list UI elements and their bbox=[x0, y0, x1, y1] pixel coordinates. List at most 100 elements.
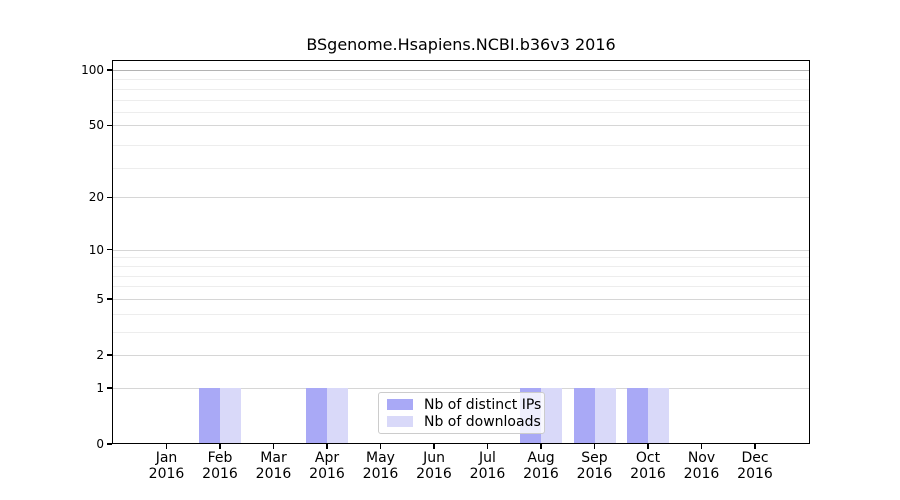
gridline-major bbox=[112, 387, 810, 389]
bar-distinct-ips-oct bbox=[627, 387, 648, 444]
bar-distinct-ips-apr bbox=[306, 387, 327, 444]
plot-area bbox=[112, 60, 810, 444]
x-tick-label-month: May bbox=[366, 450, 395, 466]
y-tick bbox=[107, 124, 112, 127]
x-tick-label-year: 2016 bbox=[630, 466, 666, 482]
y-tick-label: 5 bbox=[96, 291, 104, 306]
x-tick bbox=[272, 444, 275, 449]
x-tick-label-year: 2016 bbox=[683, 466, 720, 482]
gridline-minor bbox=[112, 266, 810, 267]
gridline-minor bbox=[112, 99, 810, 101]
y-tick-label: 100 bbox=[81, 63, 104, 77]
bar-distinct-ips-feb bbox=[199, 387, 220, 444]
bar-downloads-apr bbox=[327, 387, 348, 444]
gridline-minor bbox=[112, 168, 810, 170]
gridline-major bbox=[112, 125, 810, 127]
x-tick-label-month: Sep bbox=[581, 450, 608, 466]
x-tick-label: Aug 2016 bbox=[501, 450, 581, 482]
x-tick-label-year: 2016 bbox=[416, 466, 452, 482]
x-tick-label: Jun 2016 bbox=[394, 450, 474, 482]
x-tick-label: Jul 2016 bbox=[448, 450, 528, 482]
x-tick bbox=[326, 444, 328, 449]
gridline-major bbox=[112, 249, 810, 251]
y-tick bbox=[107, 248, 112, 251]
bar-downloads-sep bbox=[594, 387, 616, 444]
x-tick-label: Apr 2016 bbox=[287, 450, 367, 482]
legend-label: Nb of downloads bbox=[424, 413, 541, 430]
y-tick-label: 20 bbox=[88, 190, 104, 205]
y-tick bbox=[107, 387, 112, 389]
x-tick bbox=[540, 444, 542, 449]
y-tick bbox=[107, 443, 112, 445]
x-tick bbox=[647, 444, 649, 449]
x-tick-label: Jan 2016 bbox=[127, 450, 207, 482]
x-tick bbox=[379, 444, 382, 449]
y-tick-label: 0 bbox=[96, 437, 104, 451]
x-tick bbox=[486, 444, 489, 449]
x-tick-label-month: Apr bbox=[314, 450, 340, 466]
y-tick bbox=[107, 298, 112, 300]
legend-label: Nb of distinct IPs bbox=[424, 396, 542, 413]
gridline-major bbox=[112, 298, 810, 300]
x-tick-label: Oct 2016 bbox=[608, 450, 688, 482]
x-tick-label-year: 2016 bbox=[148, 466, 185, 482]
x-tick-label-month: Jan bbox=[155, 450, 178, 466]
x-tick bbox=[754, 444, 756, 449]
legend-swatch-downloads bbox=[387, 416, 413, 427]
bar-downloads-aug bbox=[541, 387, 562, 444]
y-tick-label: 10 bbox=[88, 242, 104, 257]
gridline-minor bbox=[112, 88, 810, 90]
y-tick bbox=[107, 354, 112, 356]
legend-swatch-distinct-ips bbox=[387, 399, 413, 410]
y-tick bbox=[107, 69, 112, 71]
x-tick-label-year: 2016 bbox=[255, 466, 292, 482]
gridline-minor bbox=[112, 145, 810, 147]
legend-row: Nb of distinct IPs bbox=[387, 396, 541, 413]
x-tick-label-month: Mar bbox=[260, 450, 287, 466]
y-tick-label: 50 bbox=[88, 118, 104, 133]
x-tick-label-year: 2016 bbox=[469, 466, 506, 482]
x-tick-label: Feb 2016 bbox=[180, 450, 260, 482]
x-tick-label: Dec 2016 bbox=[715, 450, 795, 482]
y-tick-label: 1 bbox=[96, 380, 104, 395]
x-tick bbox=[433, 444, 435, 449]
x-tick-label-year: 2016 bbox=[309, 466, 345, 482]
gridline-minor bbox=[112, 257, 810, 259]
x-tick-label-year: 2016 bbox=[737, 466, 773, 482]
chart-title: BSgenome.Hsapiens.NCBI.b36v3 2016 bbox=[306, 35, 616, 54]
gridline-major bbox=[112, 70, 810, 71]
y-tick-label: 2 bbox=[96, 348, 104, 362]
gridline-major bbox=[112, 355, 810, 356]
x-tick-label-month: Oct bbox=[635, 450, 661, 466]
x-tick-label-month: Aug bbox=[527, 450, 555, 466]
x-tick bbox=[165, 444, 168, 449]
gridline-minor bbox=[112, 331, 810, 333]
x-tick-label: Sep 2016 bbox=[555, 450, 635, 482]
gridline-minor bbox=[112, 275, 810, 277]
gridline-minor bbox=[112, 79, 810, 81]
x-tick bbox=[219, 444, 221, 449]
x-tick-label: May 2016 bbox=[341, 450, 421, 482]
y-tick bbox=[107, 196, 112, 198]
x-tick-label-month: Nov bbox=[687, 450, 716, 466]
gridline-minor bbox=[112, 286, 810, 288]
x-tick-label: Nov 2016 bbox=[662, 450, 742, 482]
bar-downloads-feb bbox=[220, 387, 241, 444]
legend: Nb of distinct IPs Nb of downloads bbox=[378, 392, 545, 434]
x-tick-label-month: Jul bbox=[479, 450, 496, 466]
bar-downloads-oct bbox=[648, 387, 669, 444]
x-tick-label-year: 2016 bbox=[523, 466, 559, 482]
x-tick-label-year: 2016 bbox=[202, 466, 238, 482]
x-tick-label-year: 2016 bbox=[576, 466, 613, 482]
x-tick-label-year: 2016 bbox=[362, 466, 399, 482]
x-tick-label-month: Jun bbox=[423, 450, 445, 466]
gridline-major bbox=[112, 197, 810, 199]
x-tick-label-month: Dec bbox=[741, 450, 769, 466]
x-tick-label-month: Feb bbox=[207, 450, 233, 466]
gridline-minor bbox=[112, 313, 810, 315]
legend-row: Nb of downloads bbox=[387, 413, 541, 430]
bar-distinct-ips-sep bbox=[573, 387, 595, 444]
x-tick-label: Mar 2016 bbox=[234, 450, 314, 482]
x-tick bbox=[593, 444, 596, 449]
